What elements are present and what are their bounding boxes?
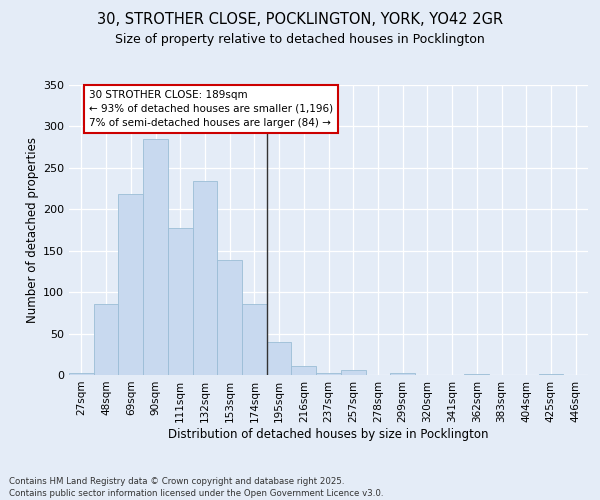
Bar: [94, 304, 118, 375]
Bar: [539, 374, 563, 375]
Text: 30 STROTHER CLOSE: 189sqm
← 93% of detached houses are smaller (1,196)
7% of sem: 30 STROTHER CLOSE: 189sqm ← 93% of detac…: [89, 90, 333, 128]
Bar: [267, 342, 292, 375]
Bar: [390, 372, 415, 375]
X-axis label: Distribution of detached houses by size in Pocklington: Distribution of detached houses by size …: [168, 428, 489, 440]
Y-axis label: Number of detached properties: Number of detached properties: [26, 137, 39, 323]
Bar: [193, 181, 217, 375]
Bar: [143, 139, 168, 375]
Bar: [341, 370, 365, 375]
Bar: [217, 260, 242, 375]
Bar: [118, 194, 143, 375]
Bar: [464, 374, 489, 375]
Bar: [69, 374, 94, 375]
Text: Size of property relative to detached houses in Pocklington: Size of property relative to detached ho…: [115, 32, 485, 46]
Text: Contains HM Land Registry data © Crown copyright and database right 2025.
Contai: Contains HM Land Registry data © Crown c…: [9, 476, 383, 498]
Bar: [168, 228, 193, 375]
Text: 30, STROTHER CLOSE, POCKLINGTON, YORK, YO42 2GR: 30, STROTHER CLOSE, POCKLINGTON, YORK, Y…: [97, 12, 503, 28]
Bar: [292, 366, 316, 375]
Bar: [242, 304, 267, 375]
Bar: [316, 372, 341, 375]
